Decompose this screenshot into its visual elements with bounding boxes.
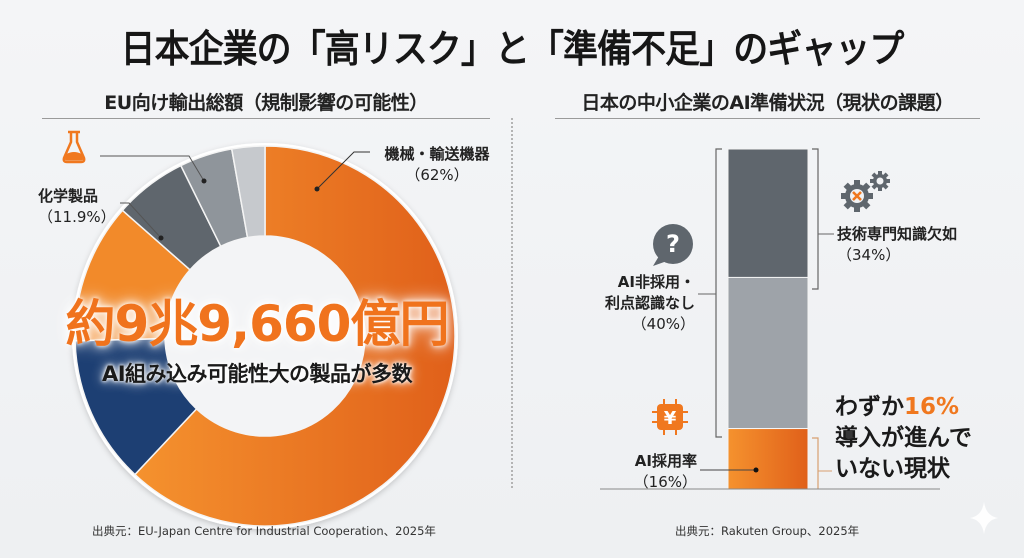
machinery-label: 機械・輸送機器 （62%） (372, 144, 502, 186)
machinery-leader-line (316, 151, 370, 190)
left-source: 出典元：EU-Japan Centre for Industrial Coope… (92, 524, 436, 538)
donut-hole (165, 236, 365, 436)
highlight-line3: いない現状 (835, 456, 950, 482)
no-adopt-pct: （40%） (631, 315, 695, 333)
adopt-label: AI採用率 （16%） (612, 451, 697, 493)
adopt-name: AI採用率 (634, 452, 697, 470)
bracket-adopt (812, 437, 819, 489)
svg-text:¥: ¥ (664, 408, 677, 429)
bar-segment-2 (727, 428, 809, 490)
tech-pct: （34%） (837, 246, 901, 264)
svg-text:?: ? (666, 230, 680, 258)
machinery-name: 機械・輸送機器 (384, 145, 490, 163)
chemical-name: 化学製品 (38, 187, 99, 205)
flask-leader-line (100, 155, 205, 182)
bar-segment-1 (727, 276, 809, 430)
highlight-line2: 導入が進んで (835, 425, 972, 451)
tech-label: 技術専門知識欠如 （34%） (837, 224, 957, 266)
chemical-leader-line (120, 202, 162, 239)
left-section-rule (42, 118, 490, 119)
highlight-value: 16% (904, 394, 960, 420)
no-adopt-line2: 利点認識なし (604, 294, 695, 312)
chemical-leader-dot (158, 235, 164, 241)
chemical-label: 化学製品 （11.9%） (38, 186, 116, 228)
no-adopt-line1: AI非採用・ (617, 273, 695, 291)
right-source: 出典元：Rakuten Group、2025年 (675, 524, 860, 538)
left-section-title: EU向け輸出総額（規制影響の可能性） (104, 92, 428, 114)
sparkle-icon (970, 502, 998, 534)
bracket-tech (812, 148, 819, 290)
highlight-prefix: わずか (835, 394, 904, 420)
chemical-pct: （11.9%） (38, 208, 116, 226)
main-title: 日本企業の「高リスク」と「準備不足」のギャップ (120, 27, 905, 71)
headline-amount: 約9兆9,660億円 (65, 295, 450, 353)
right-section-rule (555, 118, 980, 119)
machinery-pct: （62%） (405, 166, 469, 184)
flask-leader-dot (201, 178, 207, 184)
yen-chip-icon: ¥ (652, 399, 688, 435)
bar-segment-0 (727, 148, 809, 278)
highlight-text: わずか16% 導入が進んで いない現状 (835, 392, 972, 485)
section-divider (511, 118, 513, 488)
no-adopt-label: AI非採用・ 利点認識なし （40%） (560, 272, 695, 335)
question-bubble-icon: ? (653, 224, 693, 266)
stacked-bar (727, 148, 809, 490)
donut-chart (74, 145, 456, 527)
adopt-leader-dot (753, 467, 759, 473)
tech-name: 技術専門知識欠如 (837, 225, 958, 243)
right-section-title: 日本の中小企業のAI準備状況（現状の課題） (581, 92, 954, 114)
machinery-leader-dot (314, 186, 320, 192)
headline-sub: AI組み込み可能性大の製品が多数 (101, 362, 413, 386)
adopt-pct: （16%） (633, 473, 697, 491)
flask-icon (62, 130, 86, 164)
bracket-no-adopt (715, 148, 722, 438)
gear-error-icon (841, 171, 890, 212)
